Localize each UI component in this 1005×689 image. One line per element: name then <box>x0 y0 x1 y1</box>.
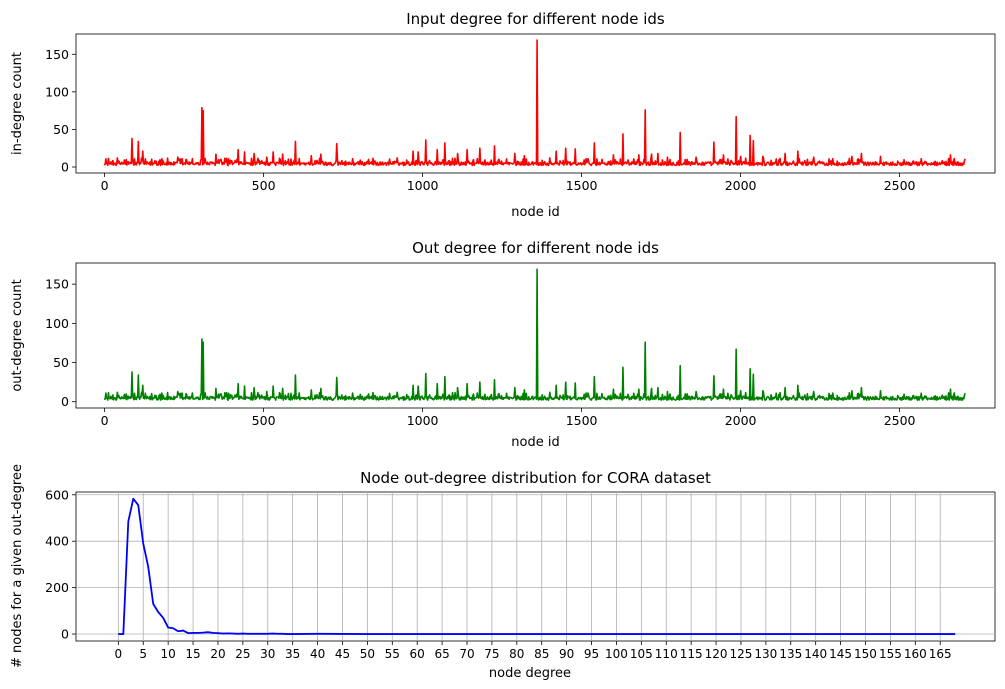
x-tick-label: 1500 <box>566 413 598 428</box>
x-tick-label: 2000 <box>725 413 757 428</box>
subplot-out-degree: Out degree for different node ids node i… <box>10 239 996 450</box>
y-tick-label: 50 <box>53 122 69 137</box>
x-tick-label: 45 <box>335 647 350 661</box>
x-tick-label: 145 <box>829 647 852 661</box>
x-tick-label: 2500 <box>884 178 916 193</box>
series-line-out-degree <box>103 268 966 401</box>
chart-title: Out degree for different node ids <box>412 239 659 257</box>
x-tick-label: 1500 <box>566 178 598 193</box>
x-tick-label: 70 <box>459 647 474 661</box>
x-tick-label: 1000 <box>407 413 439 428</box>
x-tick-label: 25 <box>235 647 250 661</box>
x-tick-label: 80 <box>509 647 524 661</box>
x-tick-label: 135 <box>779 647 802 661</box>
x-axis-label: node id <box>511 205 559 220</box>
x-tick-label: 2000 <box>725 178 757 193</box>
x-tick-label: 150 <box>854 647 877 661</box>
x-axis-label: node degree <box>489 666 571 681</box>
x-tick-label: 60 <box>410 647 425 661</box>
x-tick-label: 35 <box>285 647 300 661</box>
x-tick-label: 95 <box>584 647 599 661</box>
series-line-in-degree <box>103 39 966 167</box>
x-tick-label: 500 <box>252 413 276 428</box>
y-tick-label: 0 <box>61 394 69 409</box>
x-tick-label: 155 <box>879 647 902 661</box>
y-axis-label: in-degree count <box>10 52 25 155</box>
y-tick-label: 150 <box>45 47 69 62</box>
plot-area-frame <box>75 262 996 409</box>
x-tick-label: 500 <box>252 178 276 193</box>
x-tick-label: 140 <box>804 647 827 661</box>
subplot-degree-distribution: Node out-degree distribution for CORA da… <box>10 464 996 681</box>
x-tick-label: 2500 <box>884 413 916 428</box>
chart-title: Input degree for different node ids <box>406 10 665 28</box>
x-tick-label: 65 <box>434 647 449 661</box>
subplot-in-degree: Input degree for different node ids node… <box>10 10 996 220</box>
y-tick-label: 400 <box>45 534 69 549</box>
x-tick-label: 15 <box>185 647 200 661</box>
x-tick-label: 115 <box>680 647 703 661</box>
x-tick-label: 100 <box>605 647 628 661</box>
plot-area-frame <box>75 491 996 642</box>
x-tick-label: 90 <box>559 647 574 661</box>
x-tick-label: 0 <box>101 413 109 428</box>
y-tick-label: 100 <box>45 84 69 99</box>
y-axis-label: out-degree count <box>10 279 25 391</box>
y-tick-label: 600 <box>45 487 69 502</box>
x-tick-label: 1000 <box>407 178 439 193</box>
x-axis-label: node id <box>511 435 559 450</box>
x-tick-label: 165 <box>929 647 952 661</box>
y-tick-label: 100 <box>45 316 69 331</box>
ticks: 0 500 1000 1500 2000 2500 0 50 100 150 <box>45 47 915 193</box>
ticks: 0 500 1000 1500 2000 2500 0 50 100 150 <box>45 277 915 428</box>
x-tick-label: 40 <box>310 647 325 661</box>
x-tick-label: 85 <box>534 647 549 661</box>
y-axis-label: # nodes for a given out-degree <box>10 464 25 668</box>
x-tick-label: 10 <box>161 647 176 661</box>
x-tick-label: 125 <box>730 647 753 661</box>
ticks: 0 5 10 15 20 25 30 35 40 45 50 55 60 65 70 75 80 85 90 95 10… <box>45 487 952 661</box>
x-tick-label: 0 <box>101 178 109 193</box>
x-tick-label: 110 <box>655 647 678 661</box>
y-tick-label: 50 <box>53 355 69 370</box>
chart-title: Node out-degree distribution for CORA da… <box>360 469 711 487</box>
x-tick-label: 50 <box>360 647 375 661</box>
x-tick-label: 120 <box>705 647 728 661</box>
series-line-distribution <box>118 497 956 635</box>
x-tick-label: 20 <box>210 647 225 661</box>
x-tick-label: 5 <box>139 647 147 661</box>
gridlines <box>76 492 995 641</box>
x-tick-label: 55 <box>385 647 400 661</box>
x-tick-label: 105 <box>630 647 653 661</box>
x-tick-label: 130 <box>754 647 777 661</box>
plot-area-frame <box>75 33 996 174</box>
y-tick-label: 200 <box>45 580 69 595</box>
x-tick-label: 30 <box>260 647 275 661</box>
x-tick-label: 75 <box>484 647 499 661</box>
y-tick-label: 0 <box>61 159 69 174</box>
y-tick-label: 0 <box>61 627 69 642</box>
x-tick-label: 0 <box>115 647 123 661</box>
y-tick-label: 150 <box>45 277 69 292</box>
x-tick-label: 160 <box>904 647 927 661</box>
